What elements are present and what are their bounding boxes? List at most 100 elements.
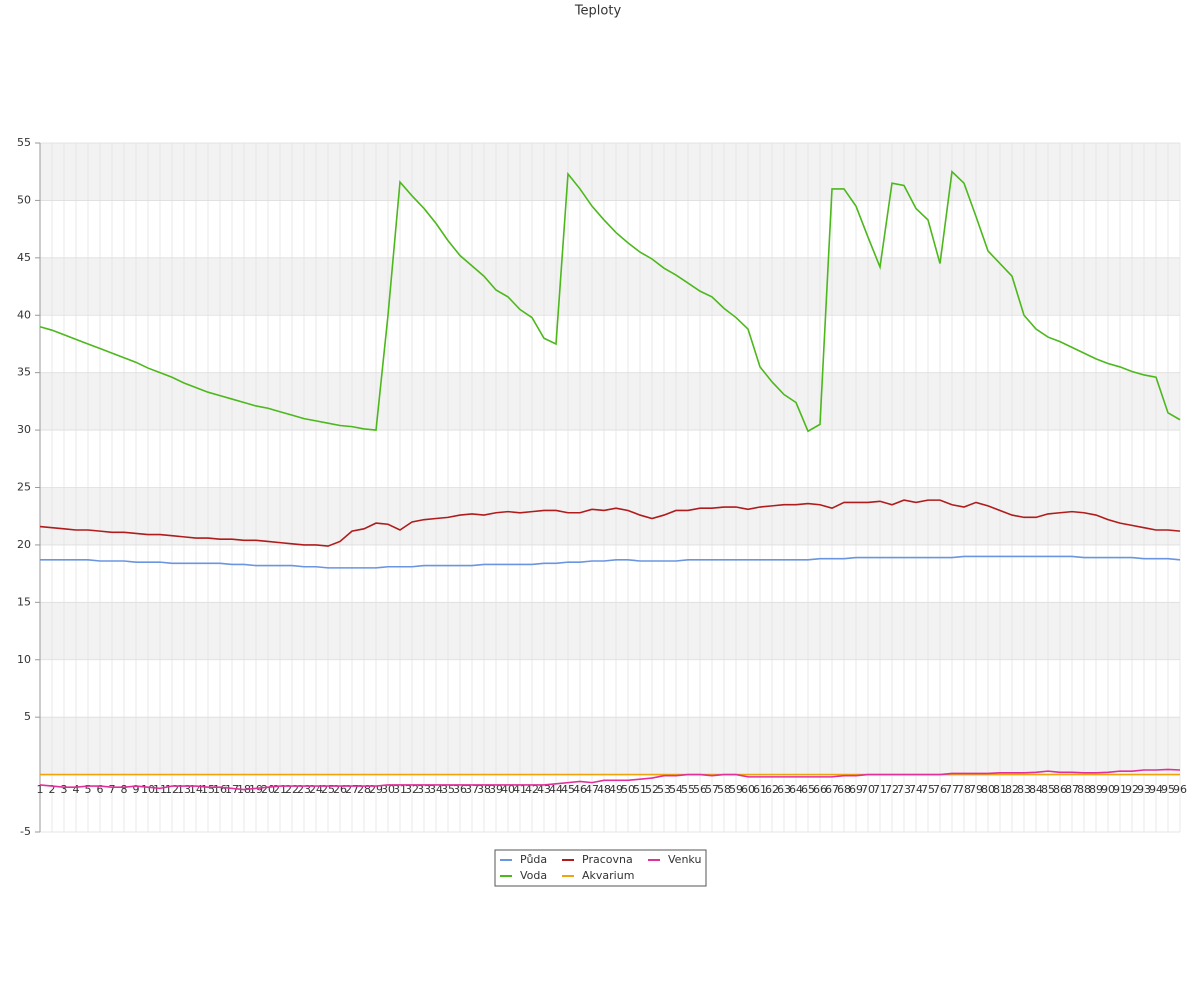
legend-box [494, 849, 707, 887]
y-tick-label: 45 [17, 251, 31, 264]
x-tick-label: 32 [405, 783, 419, 796]
x-tick-label: 62 [765, 783, 779, 796]
x-tick-label: 79 [969, 783, 983, 796]
x-tick-label: 34 [429, 783, 443, 796]
x-tick-label: 52 [645, 783, 659, 796]
x-tick-label: 5 [85, 783, 92, 796]
grid-band [40, 372, 1180, 431]
grid-band [40, 257, 1180, 316]
y-tick-label: 35 [17, 366, 31, 379]
x-tick-label: 73 [897, 783, 911, 796]
x-tick-label: 19 [249, 783, 263, 796]
x-tick-label: 36 [453, 783, 467, 796]
x-tick-label: 1 [37, 783, 44, 796]
y-tick-label: 55 [17, 136, 31, 149]
x-tick-label: 17 [225, 783, 239, 796]
x-tick-label: 81 [993, 783, 1007, 796]
x-tick-label: 67 [825, 783, 839, 796]
x-tick-label: 90 [1101, 783, 1115, 796]
x-tick-label: 75 [921, 783, 935, 796]
series-line [39, 499, 1181, 547]
x-tick-label: 35 [441, 783, 455, 796]
x-tick-label: 43 [537, 783, 551, 796]
x-tick-label: 46 [573, 783, 587, 796]
x-tick-label: 68 [837, 783, 851, 796]
x-tick-label: 74 [909, 783, 923, 796]
legend-label: Pracovna [582, 853, 633, 866]
x-tick-label: 63 [777, 783, 791, 796]
y-tick-label: 20 [17, 538, 31, 551]
x-tick-label: 2 [49, 783, 56, 796]
x-tick-label: 39 [489, 783, 503, 796]
x-tick-label: 8 [121, 783, 128, 796]
x-tick-label: 85 [1041, 783, 1055, 796]
grid-band [40, 602, 1180, 660]
x-tick-label: 65 [801, 783, 815, 796]
x-tick-label: 41 [513, 783, 527, 796]
x-tick-label: 7 [109, 783, 116, 796]
legend-label: Půda [520, 853, 547, 866]
x-tick-label: 6 [97, 783, 104, 796]
y-tick-label: 30 [17, 423, 31, 436]
x-tick-label: 38 [477, 783, 491, 796]
x-tick-label: 83 [1017, 783, 1031, 796]
x-tick-label: 56 [693, 783, 707, 796]
y-tick-label: 10 [17, 653, 31, 666]
x-tick-label: 78 [957, 783, 971, 796]
x-tick-label: 96 [1173, 783, 1187, 796]
x-tick-label: 84 [1029, 783, 1043, 796]
x-tick-label: 92 [1125, 783, 1139, 796]
x-tick-label: 80 [981, 783, 995, 796]
x-tick-label: 51 [633, 783, 647, 796]
grid-band [40, 487, 1180, 545]
y-tick-label: 15 [17, 595, 31, 608]
x-tick-label: 4 [73, 783, 80, 796]
x-tick-label: 72 [885, 783, 899, 796]
x-tick-label: 48 [597, 783, 611, 796]
y-tick-label: 25 [17, 481, 31, 494]
y-tick-label: 50 [17, 193, 31, 206]
x-tick-label: 54 [669, 783, 683, 796]
x-tick-label: 16 [213, 783, 227, 796]
x-tick-label: 76 [933, 783, 947, 796]
x-tick-label: 50 [621, 783, 635, 796]
legend: Půda Voda Pracovna Akvarium Venku [494, 849, 707, 887]
x-tick-label: 40 [501, 783, 515, 796]
series-line [39, 768, 1181, 791]
x-tick-label: 64 [789, 783, 803, 796]
x-tick-label: 91 [1113, 783, 1127, 796]
x-tick-label: 31 [393, 783, 407, 796]
x-tick-label: 9 [133, 783, 140, 796]
chart-title: Teploty [574, 4, 622, 19]
x-tick-label: 60 [741, 783, 755, 796]
grid-band [40, 143, 1180, 201]
x-tick-label: 58 [717, 783, 731, 796]
x-tick-label: 3 [61, 783, 68, 796]
y-tick-label: 40 [17, 308, 31, 321]
x-tick-label: 42 [525, 783, 539, 796]
x-tick-label: 82 [1005, 783, 1019, 796]
legend-label: Akvarium [582, 869, 634, 882]
x-tick-label: 49 [609, 783, 623, 796]
x-tick-label: 69 [849, 783, 863, 796]
x-tick-label: 44 [549, 783, 563, 796]
x-tick-label: 57 [705, 783, 719, 796]
x-tick-label: 55 [681, 783, 695, 796]
x-tick-label: 95 [1161, 783, 1175, 796]
legend-label: Venku [668, 853, 701, 866]
x-tick-label: 94 [1149, 783, 1163, 796]
x-tick-label: 53 [657, 783, 671, 796]
x-tick-label: 61 [753, 783, 767, 796]
x-tick-label: 77 [945, 783, 959, 796]
legend-label: Voda [520, 869, 547, 882]
series-line [40, 555, 1181, 569]
x-tick-label: 93 [1137, 783, 1151, 796]
y-tick-label: -5 [20, 825, 31, 838]
y-tick-label: 5 [24, 710, 31, 723]
series-line [39, 170, 1181, 433]
x-tick-label: 71 [873, 783, 887, 796]
x-tick-label: 47 [585, 783, 599, 796]
x-tick-label: 37 [465, 783, 479, 796]
x-tick-label: 86 [1053, 783, 1067, 796]
x-tick-label: 89 [1089, 783, 1103, 796]
